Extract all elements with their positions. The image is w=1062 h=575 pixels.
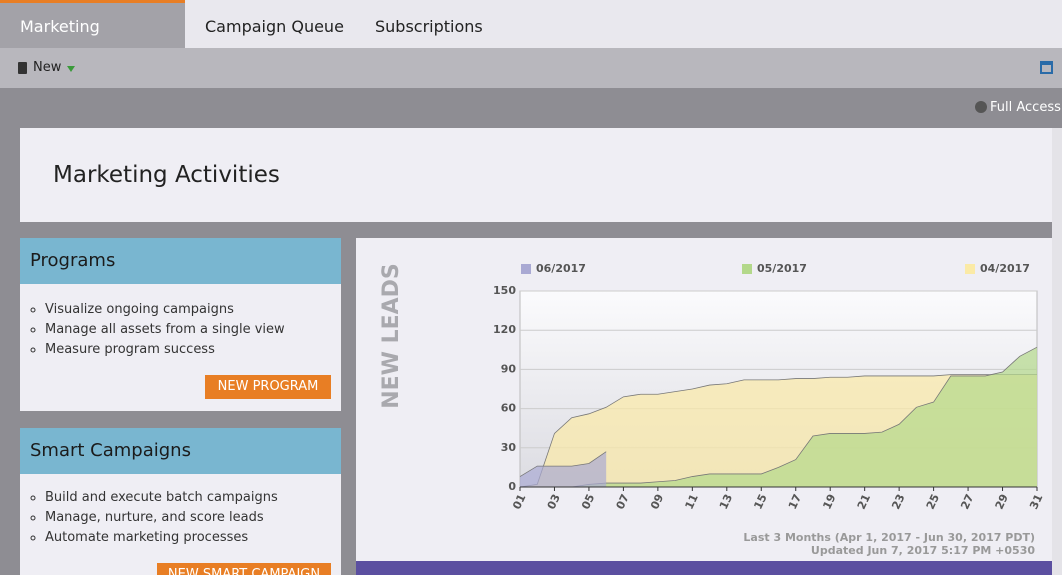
new-program-button[interactable]: NEW PROGRAM <box>205 375 331 399</box>
card-title: Programs <box>20 238 341 284</box>
new-icon <box>18 62 27 74</box>
y-axis-title: NEW LEADS <box>379 263 404 409</box>
y-tick-label: 60 <box>501 402 517 415</box>
area-line <box>519 374 1037 488</box>
x-tick-label: 07 <box>614 492 632 511</box>
x-tick-label: 13 <box>717 492 735 511</box>
list-item: Automate marketing processes <box>45 528 278 548</box>
tab[interactable]: Campaign Queue <box>205 17 344 36</box>
header-panel <box>20 128 1052 222</box>
legend-swatch <box>742 264 752 274</box>
access-label: Full Access <box>990 100 1061 115</box>
x-tick-label: 25 <box>924 492 942 511</box>
legend-label: 06/2017 <box>536 262 586 275</box>
x-tick-label: 23 <box>889 492 907 511</box>
y-tick-label: 90 <box>501 362 517 375</box>
tab[interactable]: Marketing Activities <box>0 0 185 84</box>
x-tick-label: 03 <box>545 492 563 511</box>
x-tick-label: 19 <box>820 492 838 511</box>
card-title: Smart Campaigns <box>20 428 341 474</box>
scrollbar[interactable] <box>1052 128 1062 575</box>
legend-label: 05/2017 <box>757 262 807 275</box>
tab[interactable]: Subscriptions <box>375 17 483 36</box>
list-item: Visualize ongoing campaigns <box>45 300 285 320</box>
new-button[interactable]: New <box>33 60 62 75</box>
toolbar <box>0 48 1062 88</box>
dropdown-arrow <box>67 66 75 72</box>
list-item: Measure program success <box>45 340 285 360</box>
new-smart-campaign-button[interactable]: NEW SMART CAMPAIGN <box>157 563 331 575</box>
x-tick-label: 27 <box>958 492 976 511</box>
x-tick-label: 05 <box>579 492 597 511</box>
list-item: Manage, nurture, and score leads <box>45 508 278 528</box>
chart-footer-bar <box>356 561 1052 575</box>
chart: NEW LEADS 0 30 60 90 120 150 01 03 05 07 09 11 13 15 1… <box>356 238 1052 575</box>
legend-swatch <box>521 264 531 274</box>
y-tick-label: 120 <box>493 323 516 336</box>
x-tick-label: 15 <box>751 492 769 511</box>
y-tick-label: 0 <box>508 480 516 493</box>
x-tick-label: 31 <box>1027 492 1045 511</box>
y-tick-label: 150 <box>493 284 516 297</box>
card-list: Visualize ongoing campaigns Manage all a… <box>20 300 285 360</box>
lock-icon <box>975 101 987 113</box>
list-item: Build and execute batch campaigns <box>45 488 278 508</box>
chart-note: Last 3 Months (Apr 1, 2017 - Jun 30, 201… <box>743 531 1035 544</box>
x-tick-label: 01 <box>510 492 528 511</box>
x-tick-label: 21 <box>855 492 873 511</box>
x-tick-label: 09 <box>648 492 666 511</box>
chart-note: Updated Jun 7, 2017 5:17 PM +0530 <box>811 544 1035 557</box>
area-line <box>520 346 1038 488</box>
card: Programs Visualize ongoing campaigns Man… <box>20 238 341 411</box>
card: Smart Campaigns Build and execute batch … <box>20 428 341 575</box>
page-title: Marketing Activities <box>53 162 280 188</box>
list-item: Manage all assets from a single view <box>45 320 285 340</box>
x-tick-label: 11 <box>683 492 701 511</box>
x-tick-label: 17 <box>786 492 804 511</box>
x-tick-label: 29 <box>993 492 1011 511</box>
area-fill <box>520 347 1037 487</box>
window-icon[interactable] <box>1040 61 1053 74</box>
legend-swatch <box>965 264 975 274</box>
card-list: Build and execute batch campaigns Manage… <box>20 488 278 548</box>
y-tick-label: 30 <box>501 441 517 454</box>
legend-label: 04/2017 <box>980 262 1030 275</box>
area-line <box>519 451 607 477</box>
area-fill <box>520 451 607 487</box>
